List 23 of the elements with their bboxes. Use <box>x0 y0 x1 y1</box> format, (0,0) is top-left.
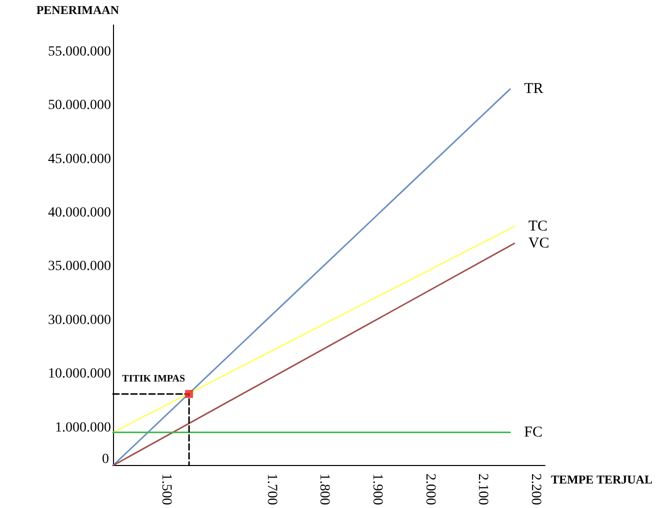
text: 0 <box>102 452 109 467</box>
x-tick-label: 2.200 <box>528 474 543 505</box>
text: 55.000.000 <box>48 44 111 60</box>
x-axis-title: TEMPE TERJUAL <box>551 472 652 486</box>
text: 50.000.000 <box>48 98 111 114</box>
series-label: TR <box>524 81 544 98</box>
series-label: TC <box>528 218 548 234</box>
text: 10.000.000 <box>48 366 111 382</box>
x-tick-label: 1.500 <box>158 474 174 505</box>
text: 40.000.000 <box>48 206 111 221</box>
x-tick-label: 2.100 <box>475 474 490 505</box>
series-label: VC <box>528 235 550 252</box>
x-tick-label: 1.900 <box>370 474 385 505</box>
x-tick-label: 1.800 <box>316 474 332 505</box>
text: 30.000.000 <box>48 312 111 328</box>
text: PENERIMAAN <box>36 3 120 17</box>
text: 35.000.000 <box>48 259 111 274</box>
x-tick-label: 2.000 <box>422 474 438 505</box>
x-tick-label: 1.700 <box>264 474 279 505</box>
text: 45.000.000 <box>48 152 111 167</box>
text: 1.000.000 <box>55 420 111 436</box>
series-label: FC <box>524 424 543 440</box>
annotation: TITIK IMPAS <box>122 373 186 384</box>
